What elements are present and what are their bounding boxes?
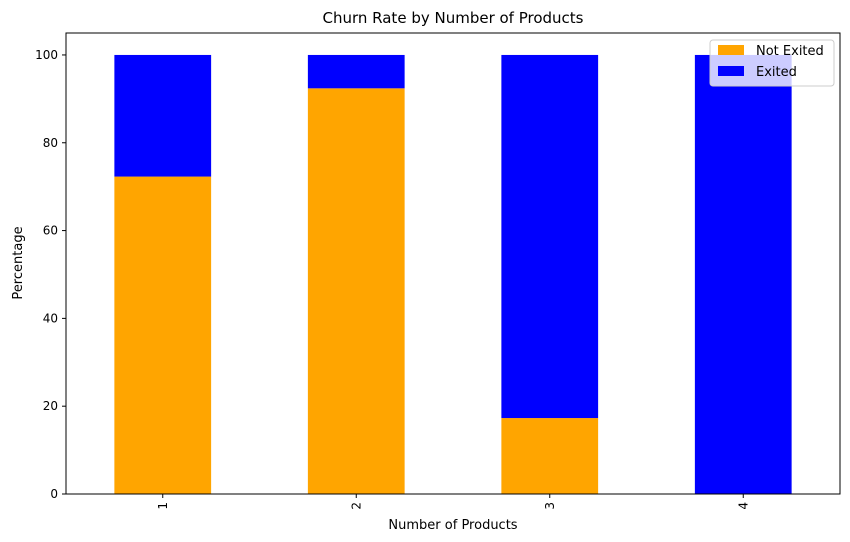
x-axis: 1 2 3 4	[156, 494, 750, 510]
y-tick-label: 80	[43, 136, 58, 150]
legend-label-exited: Exited	[756, 65, 797, 80]
y-axis: 0 20 40 60 80 100	[35, 48, 66, 501]
x-tick-label: 3	[543, 502, 557, 510]
x-tick-label: 2	[349, 502, 363, 510]
legend-label-not-exited: Not Exited	[756, 44, 824, 59]
plot-area	[65, 32, 841, 495]
x-tick-label: 4	[736, 502, 750, 510]
bar-not-exited-3	[501, 418, 599, 494]
bar-not-exited-2	[307, 88, 405, 494]
y-tick-label: 0	[50, 487, 58, 501]
y-axis-title: Percentage	[11, 226, 26, 299]
y-tick-label: 40	[43, 311, 58, 325]
chart-title: Churn Rate by Number of Products	[322, 9, 583, 27]
legend-swatch-exited	[718, 66, 744, 76]
bar-exited-2	[307, 54, 405, 89]
y-tick-label: 60	[43, 224, 58, 238]
bars-layer	[114, 54, 792, 494]
y-tick-label: 20	[43, 399, 58, 413]
legend-swatch-not-exited	[718, 45, 744, 55]
legend: Not Exited Exited	[709, 39, 835, 87]
bar-exited-1	[114, 54, 212, 177]
bar-exited-4	[694, 54, 792, 494]
x-tick-label: 1	[156, 502, 170, 510]
bar-exited-3	[501, 54, 599, 419]
y-tick-label: 100	[35, 48, 58, 62]
plot-frame	[65, 32, 841, 495]
x-axis-title: Number of Products	[388, 518, 517, 533]
bar-not-exited-1	[114, 176, 212, 494]
